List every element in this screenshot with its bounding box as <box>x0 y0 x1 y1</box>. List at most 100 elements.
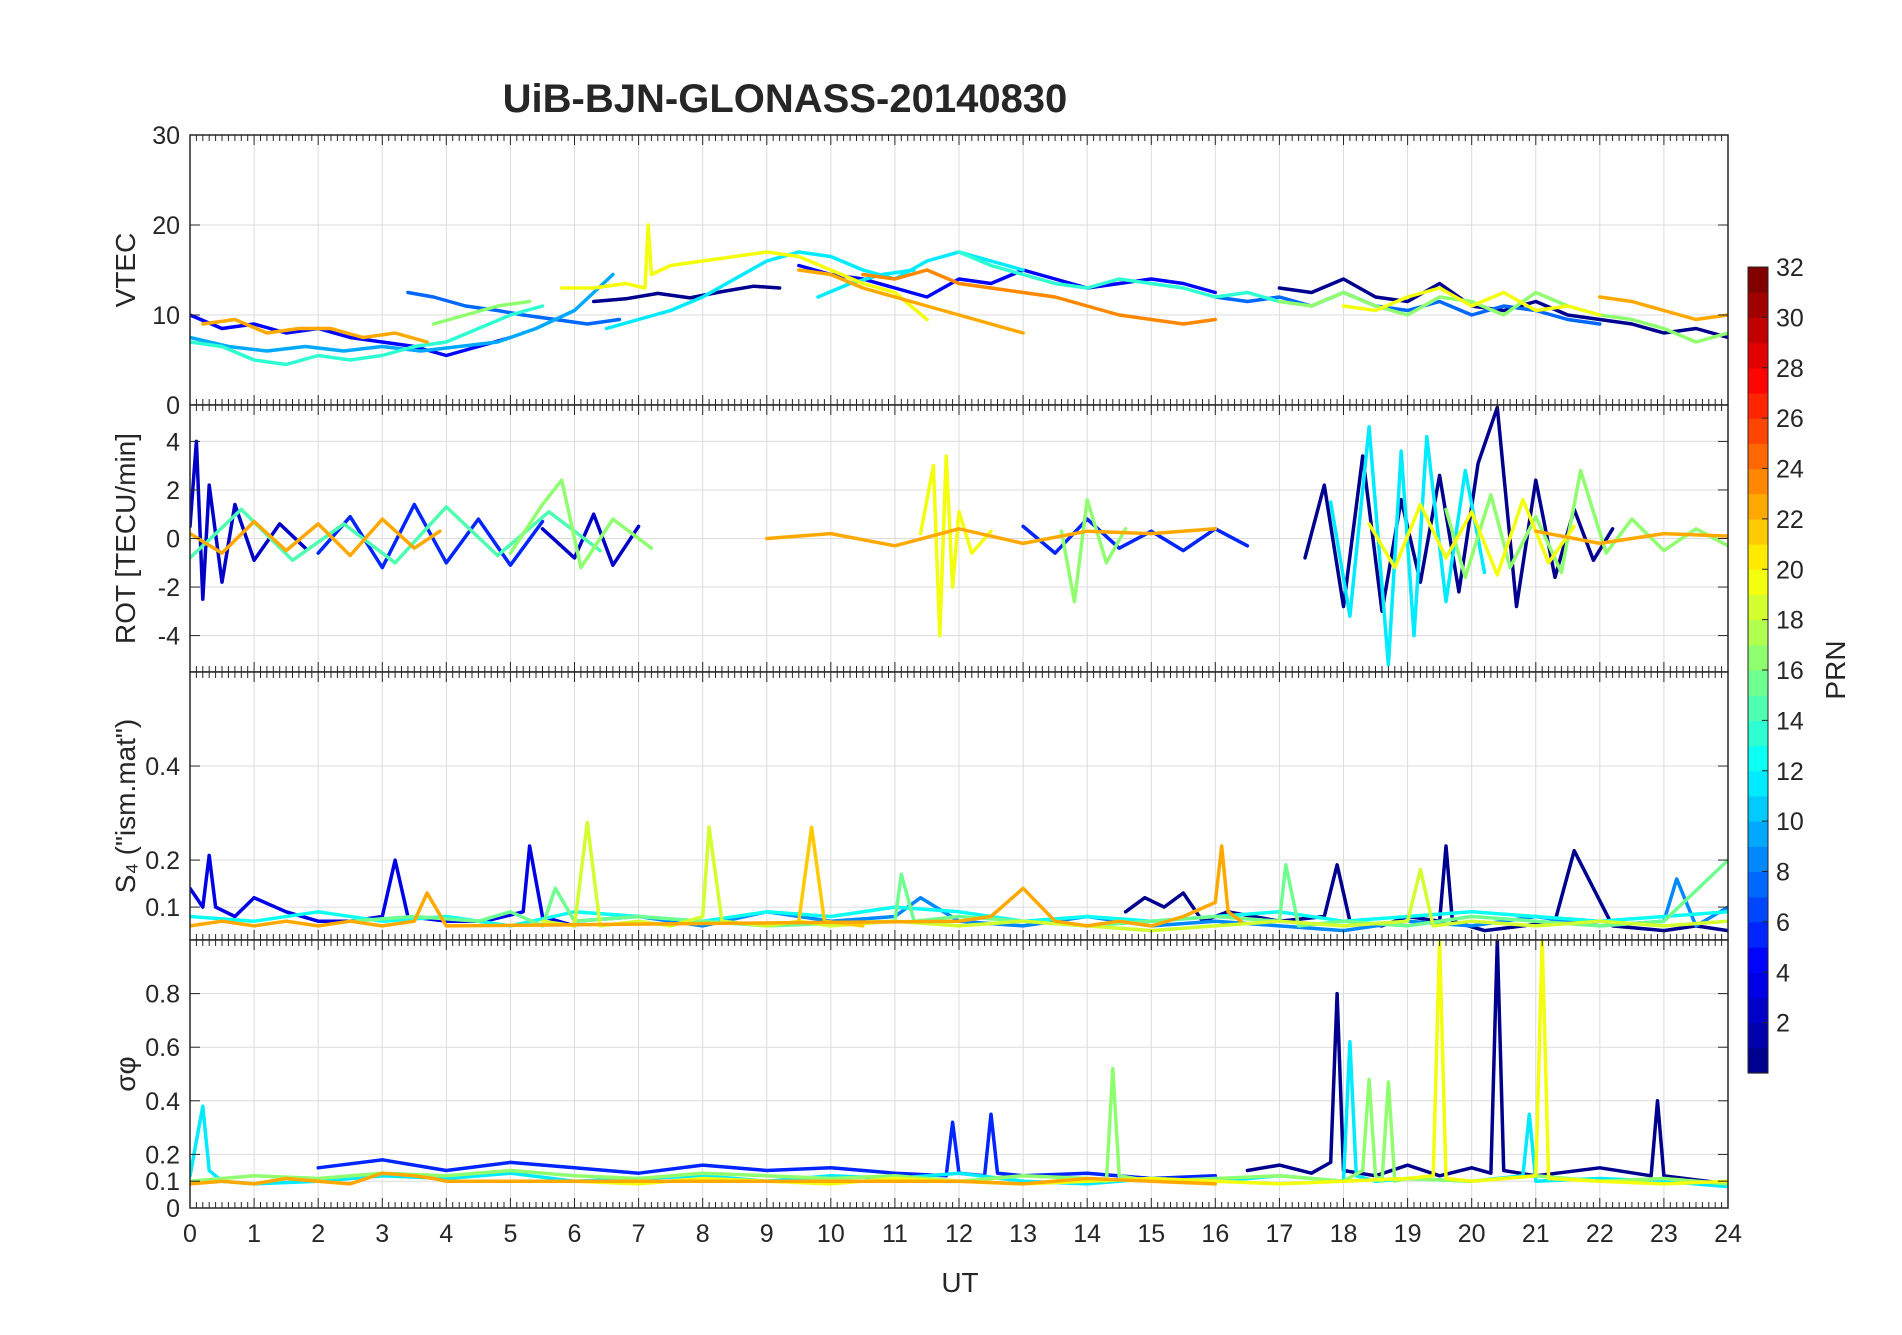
x-tick-label: 18 <box>1330 1220 1358 1248</box>
colorbar-segment <box>1748 317 1768 344</box>
x-tick-label: 16 <box>1201 1220 1229 1248</box>
series-line-prn-5 <box>190 313 513 358</box>
grid <box>189 405 1729 672</box>
colorbar-segment <box>1748 493 1768 520</box>
colorbar-segment <box>1748 468 1768 495</box>
series-line-prn-23 <box>190 1171 1218 1186</box>
colorbar-segment <box>1748 972 1768 999</box>
colorbar-segment <box>1748 947 1768 973</box>
series-line-prn-1 <box>1245 940 1728 1186</box>
series-line-prn-20 <box>918 454 993 638</box>
chart-title: UiB-BJN-GLONASS-20140830 <box>503 77 1068 121</box>
colorbar-tick-label: 30 <box>1776 304 1804 332</box>
y-tick-label: -4 <box>158 623 180 651</box>
series-line-prn-14 <box>190 304 545 367</box>
x-tick-label: 23 <box>1650 1220 1678 1248</box>
x-tick-label: 5 <box>503 1220 517 1248</box>
colorbar-segment <box>1748 745 1768 772</box>
series-line-prn-23 <box>201 317 429 344</box>
x-tick-label: 12 <box>945 1220 973 1248</box>
colorbar-segment <box>1748 342 1768 369</box>
series-line-prn-16 <box>348 858 1728 928</box>
x-tick-label: 7 <box>632 1220 646 1248</box>
y-tick-label: 0.6 <box>145 1034 180 1062</box>
series-line-prn-17 <box>1277 290 1728 344</box>
colorbar-segment <box>1748 871 1768 898</box>
colorbar-segment <box>1748 795 1768 822</box>
x-ticks <box>189 940 1729 1208</box>
y-tick-label: 0.1 <box>145 1168 180 1196</box>
colorbar-segment <box>1748 670 1768 696</box>
x-tick-label: 6 <box>568 1220 582 1248</box>
series-line-prn-1 <box>1277 277 1728 340</box>
colorbar-segment <box>1748 1047 1768 1074</box>
x-tick-label: 20 <box>1458 1220 1486 1248</box>
series-line-prn-17 <box>508 478 654 570</box>
y-tick-label: 2 <box>166 477 180 505</box>
x-tick-label: 10 <box>817 1220 845 1248</box>
x-tick-label: 15 <box>1137 1220 1165 1248</box>
x-tick-label: 21 <box>1522 1220 1550 1248</box>
series-line-prn-20 <box>1367 497 1576 577</box>
colorbar-segment <box>1748 720 1768 747</box>
y-tick-label: 0 <box>166 1195 180 1223</box>
series-line-prn-24 <box>861 268 1218 326</box>
colorbar-tick-label: 24 <box>1776 456 1804 484</box>
x-tick-label: 19 <box>1394 1220 1422 1248</box>
x-tick-label: 3 <box>375 1220 389 1248</box>
y-tick-label: 0 <box>166 392 180 420</box>
y-tick-label: 0.4 <box>145 753 180 781</box>
colorbar-tick-label: 16 <box>1776 657 1804 685</box>
y-tick-label: 0 <box>166 526 180 554</box>
series-line-prn-12 <box>1328 425 1487 667</box>
colorbar-tick-label: 10 <box>1776 808 1804 836</box>
colorbar-tick-label: 14 <box>1776 707 1804 735</box>
colorbar-tick-label: 18 <box>1776 607 1804 635</box>
series-line-prn-14 <box>957 250 1282 304</box>
series-line-prn-20 <box>559 223 929 322</box>
x-ticks <box>189 672 1729 940</box>
colorbar-tick-label: 28 <box>1776 355 1804 383</box>
colorbar-segment <box>1748 695 1768 721</box>
colorbar-segment <box>1748 518 1768 545</box>
colorbar-segment <box>1748 896 1768 923</box>
y-tick-label: 20 <box>152 212 180 240</box>
x-ticks <box>189 405 1729 672</box>
series-line-prn-8 <box>406 290 622 326</box>
series-line-prn-20 <box>572 940 1728 1186</box>
panel-1: 0 10 20 30 VTEC <box>110 122 1729 420</box>
colorbar-segment <box>1748 367 1768 394</box>
series-group <box>190 405 1728 667</box>
colorbar-segment <box>1748 443 1768 470</box>
colorbar-segment <box>1748 569 1768 596</box>
colorbar-tick-label: 12 <box>1776 758 1804 786</box>
series-line-prn-23 <box>1598 295 1728 322</box>
x-tick-label: 2 <box>311 1220 325 1248</box>
y-tick-label: 0.2 <box>145 1141 180 1169</box>
y-tick-label: 10 <box>152 302 180 330</box>
series-line-prn-6 <box>316 502 545 570</box>
colorbar-segment <box>1748 267 1768 293</box>
series-line-prn-17 <box>1444 468 1728 580</box>
colorbar-segment <box>1748 544 1768 570</box>
colorbar-segment <box>1748 1022 1768 1049</box>
series-line-prn-23 <box>190 844 1243 928</box>
colorbar-tick-label: 26 <box>1776 405 1804 433</box>
x-ticks <box>189 135 1729 405</box>
x-tick-label: 17 <box>1266 1220 1294 1248</box>
colorbar-segment <box>1748 594 1768 621</box>
y-tick-label: 0.2 <box>145 847 180 875</box>
series-line-prn-23 <box>190 517 442 558</box>
series-line-prn-1 <box>1303 405 1615 614</box>
series-group <box>190 223 1728 367</box>
series-line-prn-6 <box>1021 517 1250 555</box>
y-axis-label: σφ <box>110 1056 141 1091</box>
x-tick-label: 9 <box>760 1220 774 1248</box>
series-line-prn-12 <box>816 268 916 299</box>
x-tick-label: 24 <box>1714 1220 1742 1248</box>
series-line-prn-1 <box>591 284 782 304</box>
series-line-prn-20 <box>1341 286 1602 317</box>
